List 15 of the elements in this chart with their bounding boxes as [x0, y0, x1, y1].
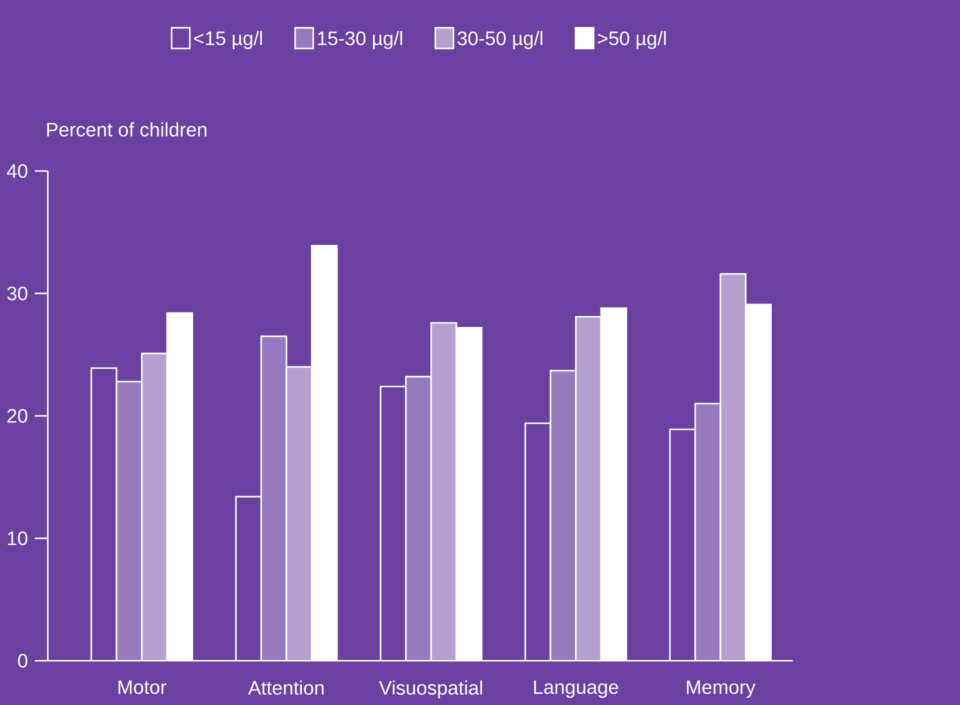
y-tick-label: 10 [8, 531, 28, 546]
legend-label: <15 µg/l [194, 30, 262, 50]
legend-label: >50 µg/l [598, 30, 666, 50]
y-axis-title: Percent of children [47, 122, 206, 137]
x-tick-label: Motor [118, 680, 166, 694]
y-tick-label: 30 [7, 286, 28, 300]
legend-label: 15-30 µg/l [318, 30, 402, 50]
legend-label: 30-50 µg/l [458, 30, 542, 50]
x-tick-label: Memory [686, 680, 756, 698]
x-tick-label: Visuospatial [378, 680, 482, 699]
y-tick-label: 0 [18, 654, 28, 668]
x-tick-label: Attention [248, 680, 324, 695]
x-tick-label: Language [534, 680, 618, 698]
y-tick-label: 40 [6, 164, 28, 178]
y-tick-label: 20 [7, 408, 28, 423]
